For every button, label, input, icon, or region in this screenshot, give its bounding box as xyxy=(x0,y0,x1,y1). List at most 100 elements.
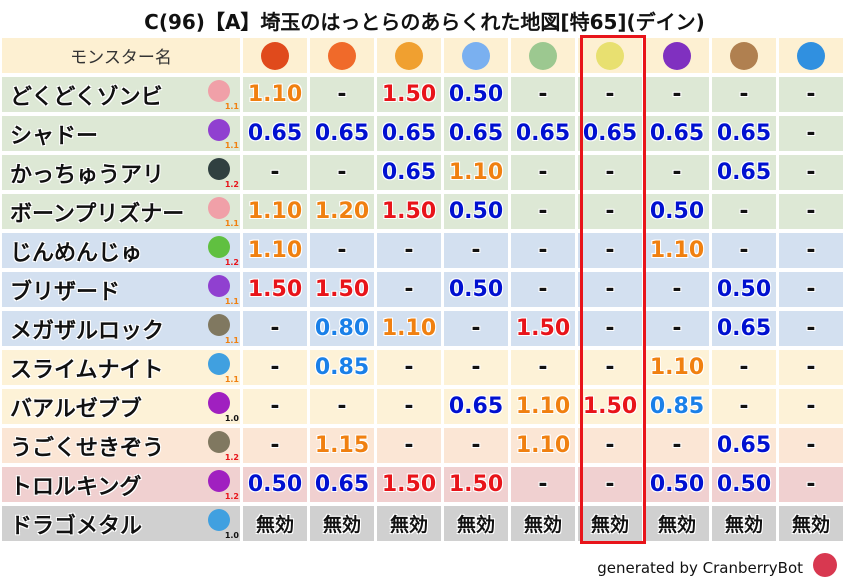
resistance-value: - xyxy=(645,272,709,307)
monster-name-cell: ボーンプリズナー 1.1 xyxy=(2,194,240,229)
resistance-value: 0.50 xyxy=(645,467,709,502)
multiplier-label: 1.1 xyxy=(224,102,239,111)
resistance-value: 1.10 xyxy=(645,233,709,268)
leaf-icon xyxy=(208,236,230,258)
monster-name-cell: どくどくゾンビ 1.1 xyxy=(2,77,240,112)
resistance-value: - xyxy=(377,233,441,268)
resistance-value: 0.50 xyxy=(645,194,709,229)
resistance-value: - xyxy=(779,311,843,346)
resistance-value: 0.50 xyxy=(444,194,508,229)
resistance-value: 0.50 xyxy=(444,77,508,112)
resistance-value: - xyxy=(578,272,642,307)
resistance-value: - xyxy=(779,272,843,307)
resistance-value: 1.10 xyxy=(645,350,709,385)
resistance-value: - xyxy=(444,350,508,385)
resistance-value: - xyxy=(779,389,843,424)
resistance-value: 1.15 xyxy=(310,428,374,463)
resistance-value: - xyxy=(511,272,575,307)
resistance-value: - xyxy=(712,389,776,424)
resistance-value: - xyxy=(712,194,776,229)
resistance-value: 0.65 xyxy=(645,116,709,151)
resistance-value: - xyxy=(377,350,441,385)
monster-name: メガザルロック xyxy=(10,318,165,344)
resistance-value: - xyxy=(578,155,642,190)
monster-name: どくどくゾンビ xyxy=(10,84,163,110)
resistance-value: 0.65 xyxy=(712,311,776,346)
resistance-value: - xyxy=(779,77,843,112)
monster-name-cell: うごくせきぞう 1.2 xyxy=(2,428,240,463)
monster-name-cell: ドラゴメタル 1.0 xyxy=(2,506,240,541)
resistance-value: - xyxy=(243,350,307,385)
multiplier-label: 1.1 xyxy=(224,297,239,306)
resistance-value: 0.65 xyxy=(377,155,441,190)
resistance-value: 0.85 xyxy=(310,350,374,385)
monster-name: じんめんじゅ xyxy=(10,240,143,266)
resistance-value: - xyxy=(578,467,642,502)
resistance-value: 1.10 xyxy=(243,194,307,229)
header-element-7 xyxy=(712,38,776,73)
resistance-value: 無効 xyxy=(779,506,843,541)
resistance-value: 1.10 xyxy=(243,77,307,112)
resistance-value: 1.50 xyxy=(578,389,642,424)
resistance-value: - xyxy=(377,428,441,463)
resistance-value: 0.65 xyxy=(444,116,508,151)
shadow-icon xyxy=(208,119,230,141)
resistance-value: - xyxy=(377,272,441,307)
flame-icon xyxy=(328,41,356,70)
monster-name: ドラゴメタル xyxy=(10,513,143,539)
devil-icon xyxy=(208,392,230,414)
resistance-value: 無効 xyxy=(377,506,441,541)
skull-icon xyxy=(208,80,230,102)
resistance-value: 1.50 xyxy=(377,467,441,502)
resistance-value: 1.10 xyxy=(511,428,575,463)
resistance-value: 無効 xyxy=(310,506,374,541)
monster-name: シャドー xyxy=(10,123,99,149)
resistance-value: - xyxy=(310,77,374,112)
brick-icon xyxy=(208,431,230,453)
resistance-value: 0.80 xyxy=(310,311,374,346)
resistance-value: 0.85 xyxy=(645,389,709,424)
monster-name-cell: じんめんじゅ 1.2 xyxy=(2,233,240,268)
resistance-value: - xyxy=(511,194,575,229)
cranberry-bot-icon xyxy=(813,553,837,577)
resistance-value: 0.65 xyxy=(712,116,776,151)
resistance-value: - xyxy=(645,155,709,190)
header-element-5 xyxy=(578,38,642,73)
resistance-value: - xyxy=(779,350,843,385)
resistance-value: - xyxy=(444,428,508,463)
resistance-value: 無効 xyxy=(578,506,642,541)
multiplier-label: 1.2 xyxy=(224,453,239,462)
multiplier-label: 1.0 xyxy=(224,414,239,423)
header-element-1 xyxy=(310,38,374,73)
header-element-6 xyxy=(645,38,709,73)
darkness-icon xyxy=(663,41,691,70)
monster-name-cell: シャドー 1.1 xyxy=(2,116,240,151)
resistance-value: - xyxy=(578,311,642,346)
resistance-value: - xyxy=(578,233,642,268)
resistance-value: 無効 xyxy=(511,506,575,541)
resistance-value: 1.50 xyxy=(310,272,374,307)
header-element-0 xyxy=(243,38,307,73)
multiplier-label: 1.2 xyxy=(224,258,239,267)
resistance-value: - xyxy=(779,116,843,151)
bug-icon xyxy=(208,158,230,180)
resistance-value: - xyxy=(779,233,843,268)
resistance-value: 無効 xyxy=(645,506,709,541)
resistance-value: 1.20 xyxy=(310,194,374,229)
resistance-value: 0.65 xyxy=(310,116,374,151)
header-element-3 xyxy=(444,38,508,73)
skull-icon xyxy=(208,197,230,219)
monster-name-cell: メガザルロック 1.1 xyxy=(2,311,240,346)
resistance-value: - xyxy=(578,194,642,229)
slime-icon xyxy=(208,353,230,375)
resistance-value: 0.65 xyxy=(712,428,776,463)
resistance-value: - xyxy=(779,194,843,229)
multiplier-label: 1.0 xyxy=(224,531,239,540)
monster-name: ブリザード xyxy=(10,279,121,305)
resistance-value: - xyxy=(578,428,642,463)
resistance-value: - xyxy=(310,389,374,424)
multiplier-label: 1.1 xyxy=(224,336,239,345)
resistance-value: - xyxy=(712,350,776,385)
resistance-value: 0.65 xyxy=(511,116,575,151)
resistance-value: - xyxy=(645,428,709,463)
